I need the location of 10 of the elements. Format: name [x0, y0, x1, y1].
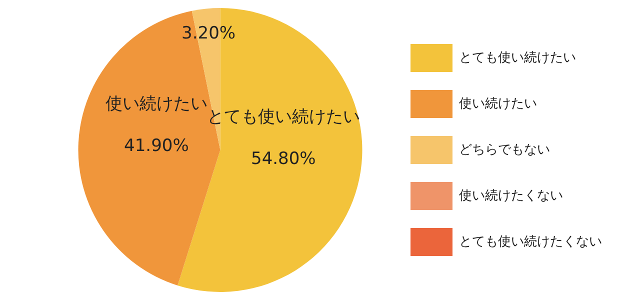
data-label: 54.80% — [250, 149, 316, 170]
legend-label: どちらでもない — [459, 142, 550, 158]
legend-label: とても使い続けたい — [459, 50, 576, 66]
legend-label: 使い続けたい — [459, 96, 537, 112]
slice-label: 使い続けたい — [105, 94, 208, 114]
data-label: 3.20% — [182, 24, 236, 44]
data-label: 41.90% — [124, 136, 189, 156]
legend-label: とても使い続けたくない — [459, 234, 602, 250]
slice-label: とても使い続けたい — [206, 107, 360, 128]
legend-label: 使い続けたくない — [459, 188, 563, 204]
